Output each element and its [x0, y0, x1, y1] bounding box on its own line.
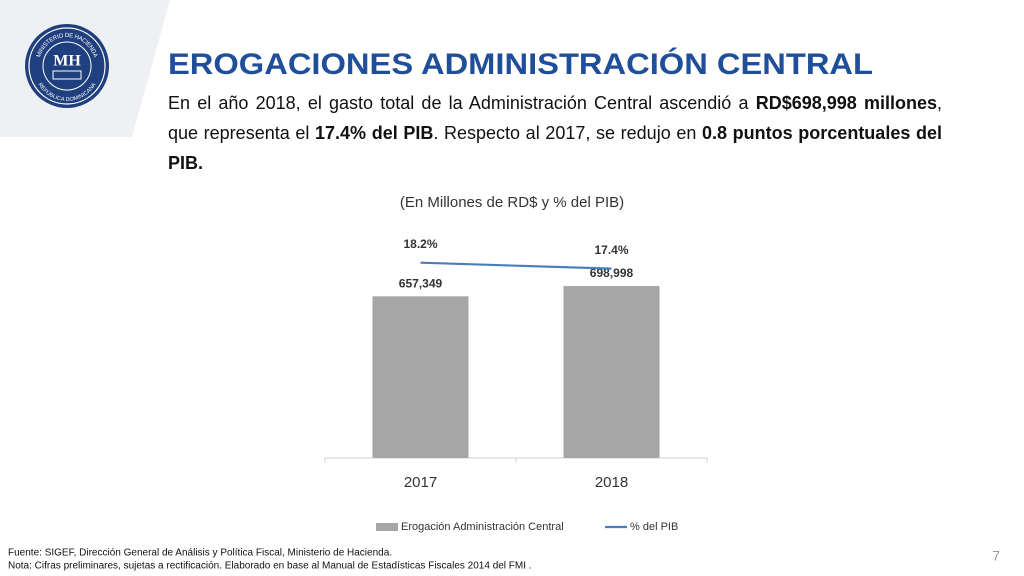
intro-paragraph: En el año 2018, el gasto total de la Adm…: [168, 88, 942, 178]
text: . Respecto al 2017, se redujo en: [433, 123, 703, 143]
chart: 2017 2018 657,349 698,998 18.2% 17.4% Erogació…: [324, 237, 708, 533]
bold-text: 17.4% del PIB: [315, 123, 434, 143]
data-label: 698,998: [590, 266, 634, 280]
data-label: 657,349: [399, 276, 443, 290]
text: En el año 2018, el gasto total de la Adm…: [168, 93, 756, 113]
bold-text: RD$698,998 millones: [755, 93, 937, 113]
data-label: 17.4%: [594, 243, 628, 257]
bold-text: 0.8 puntos porcentuales del PIB.: [168, 123, 942, 173]
x-tick-label: 2017: [404, 474, 437, 491]
text: , que representa el: [168, 93, 942, 143]
slide-title: EROGACIONES ADMINISTRACIÓN CENTRAL: [168, 47, 873, 81]
logo-outer: [25, 24, 109, 108]
logo: MINISTERIO DE HACIENDA REPÚBLICA DOMINIC…: [25, 24, 109, 108]
logo-ring: [28, 27, 106, 105]
data-label: 18.2%: [403, 237, 437, 251]
footnote: Nota: Cifras preliminares, sujetas a rec…: [8, 561, 532, 572]
chart-subtitle: (En Millones de RD$ y % del PIB): [400, 194, 624, 211]
logo-inner-ring: [42, 41, 92, 91]
x-tick-label: 2018: [595, 474, 628, 491]
page-number: 7: [992, 548, 1000, 564]
legend-label: Erogación Administración Central: [401, 521, 564, 533]
bar: [372, 296, 469, 458]
legend-label: % del PIB: [630, 521, 678, 533]
line-series: [420, 261, 612, 270]
bar: [563, 286, 660, 458]
logo-initials: MH: [53, 53, 81, 70]
logo-building: [52, 70, 82, 80]
footnote: Fuente: SIGEF, Dirección General de Anál…: [8, 548, 392, 559]
legend-swatch: [376, 523, 398, 531]
